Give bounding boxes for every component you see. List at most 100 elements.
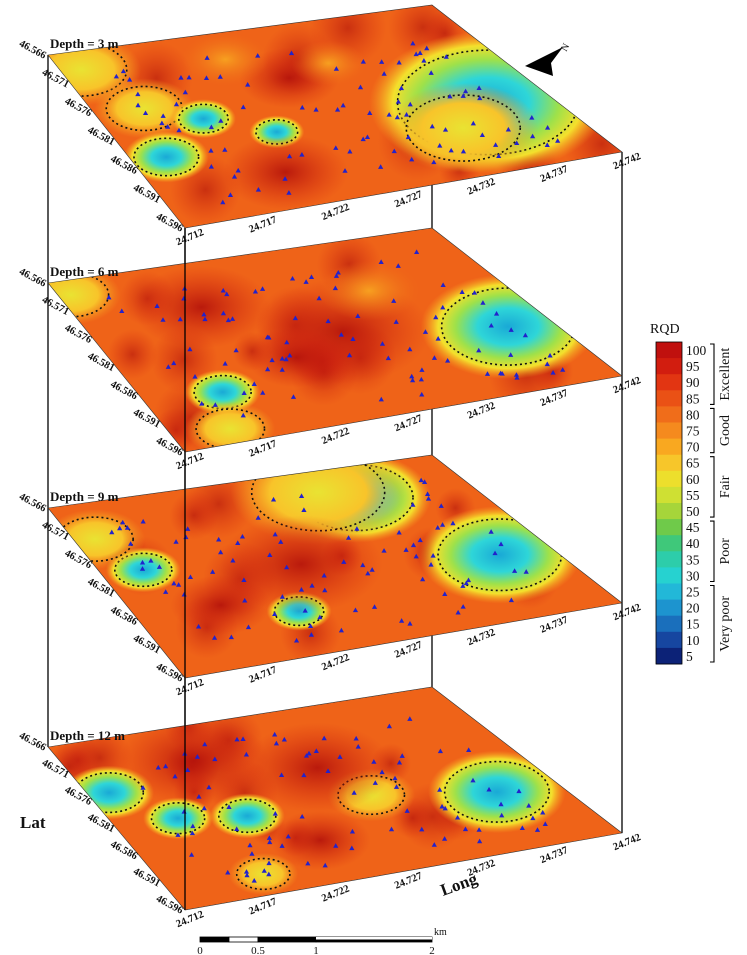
borehole-marker [265, 366, 271, 372]
rqd-contour-patch [270, 810, 371, 871]
borehole-marker [273, 740, 279, 746]
borehole-marker [413, 51, 419, 57]
legend-color-swatch [656, 374, 682, 391]
borehole-marker [496, 153, 502, 159]
north-arrow: N [525, 42, 572, 76]
borehole-marker [240, 104, 246, 110]
borehole-marker [285, 833, 291, 839]
legend-tick-label: 95 [686, 359, 700, 374]
borehole-marker [176, 582, 182, 587]
borehole-marker [381, 548, 387, 553]
borehole-marker [127, 77, 133, 82]
borehole-marker [321, 572, 327, 578]
borehole-marker [433, 314, 439, 320]
borehole-marker [172, 773, 178, 779]
borehole-marker [308, 632, 315, 637]
borehole-marker [439, 803, 445, 809]
borehole-marker [176, 127, 182, 133]
borehole-marker [378, 396, 384, 402]
borehole-marker [303, 753, 310, 758]
borehole-marker [301, 507, 307, 512]
borehole-marker [298, 493, 305, 498]
borehole-marker [235, 540, 241, 545]
borehole-marker [325, 768, 331, 773]
borehole-marker [471, 290, 478, 295]
borehole-marker [405, 134, 411, 140]
borehole-marker [465, 577, 472, 583]
borehole-marker [378, 259, 384, 264]
borehole-marker [338, 627, 344, 633]
long-tick-label: 24.722 [320, 202, 351, 223]
borehole-marker [409, 373, 415, 379]
borehole-marker [462, 826, 469, 832]
borehole-marker [410, 40, 416, 46]
borehole-marker [270, 496, 277, 502]
legend-tick-label: 35 [686, 552, 700, 567]
borehole-marker [266, 835, 272, 840]
borehole-marker [463, 580, 469, 586]
borehole-marker [187, 574, 194, 580]
borehole-marker [393, 784, 400, 789]
borehole-marker [534, 827, 541, 832]
borehole-marker [260, 390, 266, 395]
borehole-marker [225, 869, 231, 875]
borehole-marker [163, 763, 169, 769]
borehole-marker [486, 786, 492, 792]
borehole-marker [393, 319, 399, 324]
borehole-marker [429, 123, 435, 129]
borehole-marker [425, 491, 431, 497]
borehole-marker [417, 537, 423, 543]
borehole-marker [186, 74, 192, 80]
borehole-marker [476, 347, 482, 353]
borehole-marker [313, 748, 319, 753]
borehole-marker [160, 113, 166, 118]
borehole-marker [385, 355, 391, 361]
legend-tick-label: 20 [686, 601, 700, 616]
borehole-marker [526, 803, 532, 808]
borehole-marker [544, 142, 550, 147]
rqd-contour-patch [291, 40, 367, 86]
borehole-marker [222, 361, 228, 366]
borehole-marker [407, 716, 413, 721]
rqd-contour-patch [143, 797, 214, 840]
borehole-marker [210, 569, 216, 574]
borehole-marker [109, 529, 115, 535]
borehole-marker [498, 801, 504, 807]
long-tick-label: 24.737 [539, 845, 570, 866]
borehole-marker [438, 503, 444, 508]
borehole-marker [212, 402, 218, 407]
borehole-marker [251, 381, 257, 386]
depth-label: Depth = 9 m [50, 489, 119, 504]
borehole-marker [239, 533, 246, 539]
rqd-dotted-contour [114, 552, 173, 588]
borehole-marker [352, 607, 359, 613]
long-tick-label: 24.742 [612, 375, 643, 396]
borehole-marker [407, 346, 413, 352]
borehole-marker [117, 525, 123, 531]
borehole-marker [245, 624, 252, 630]
borehole-marker [463, 88, 469, 94]
borehole-marker [378, 164, 384, 169]
legend-color-swatch [656, 486, 682, 504]
borehole-marker [243, 751, 249, 757]
rqd-contour-patch [418, 506, 582, 604]
borehole-marker [519, 825, 525, 831]
borehole-marker [340, 102, 346, 108]
depth-slice-1: Depth = 3 m46.56646.57146.57646.58146.58… [17, 4, 643, 248]
borehole-marker [425, 496, 432, 501]
borehole-marker [278, 772, 285, 778]
legend-tick-label: 40 [686, 536, 700, 551]
borehole-marker [443, 54, 449, 59]
borehole-marker [488, 529, 494, 534]
long-tick-label: 24.727 [393, 640, 424, 661]
borehole-marker [371, 759, 377, 764]
borehole-marker [381, 71, 387, 76]
borehole-marker [439, 522, 446, 527]
borehole-marker [492, 550, 498, 556]
long-tick-label: 24.742 [612, 602, 643, 623]
rqd-contour-patch [428, 750, 566, 834]
rqd-contour-patch [388, 83, 539, 174]
borehole-marker [342, 168, 348, 173]
borehole-marker [279, 367, 285, 372]
borehole-marker [139, 559, 146, 565]
